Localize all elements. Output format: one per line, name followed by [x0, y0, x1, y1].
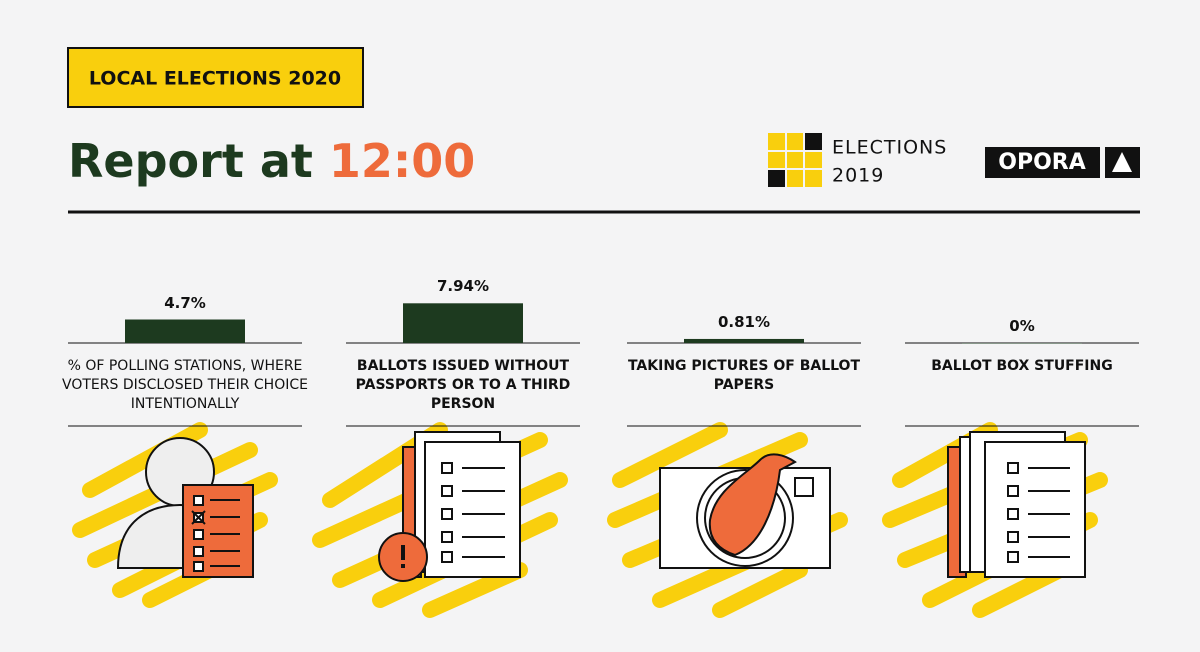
icon-ballots: [378, 431, 521, 582]
icon-voter: [116, 437, 254, 578]
icon-camera: [659, 453, 831, 569]
value-label: 4.7%: [164, 293, 206, 312]
bar: [403, 303, 523, 343]
title: Report at 12:00: [68, 134, 475, 188]
badge-box: [67, 47, 364, 108]
title-text: Report at: [68, 134, 313, 188]
badge: LOCAL ELECTIONS 2020: [89, 68, 341, 90]
title-time: 12:00: [329, 134, 475, 188]
logo-text: ELECTIONS: [832, 137, 947, 159]
category-label: TAKING PICTURES OF BALLOT PAPERS: [627, 358, 861, 393]
opora-box: [985, 147, 1100, 178]
logo-year: 2019: [832, 165, 884, 187]
value-label: 7.94%: [436, 277, 490, 296]
icon-stack: [947, 431, 1086, 578]
value-label: 0%: [1009, 317, 1035, 335]
category-label: BALLOTS ISSUED WITHOUT PASSPORTS OR TO A…: [355, 358, 571, 412]
value-label: 0.81%: [717, 312, 771, 331]
category-label: BALLOT BOX STUFFING: [931, 358, 1113, 374]
bar: [125, 319, 245, 343]
category-label: % OF POLLING STATIONS, WHERE VOTERS DISC…: [62, 358, 308, 412]
elections-logo: [768, 133, 822, 187]
bar: [962, 343, 1082, 344]
bar: [684, 338, 804, 343]
opora-text: OPORA: [998, 150, 1086, 175]
